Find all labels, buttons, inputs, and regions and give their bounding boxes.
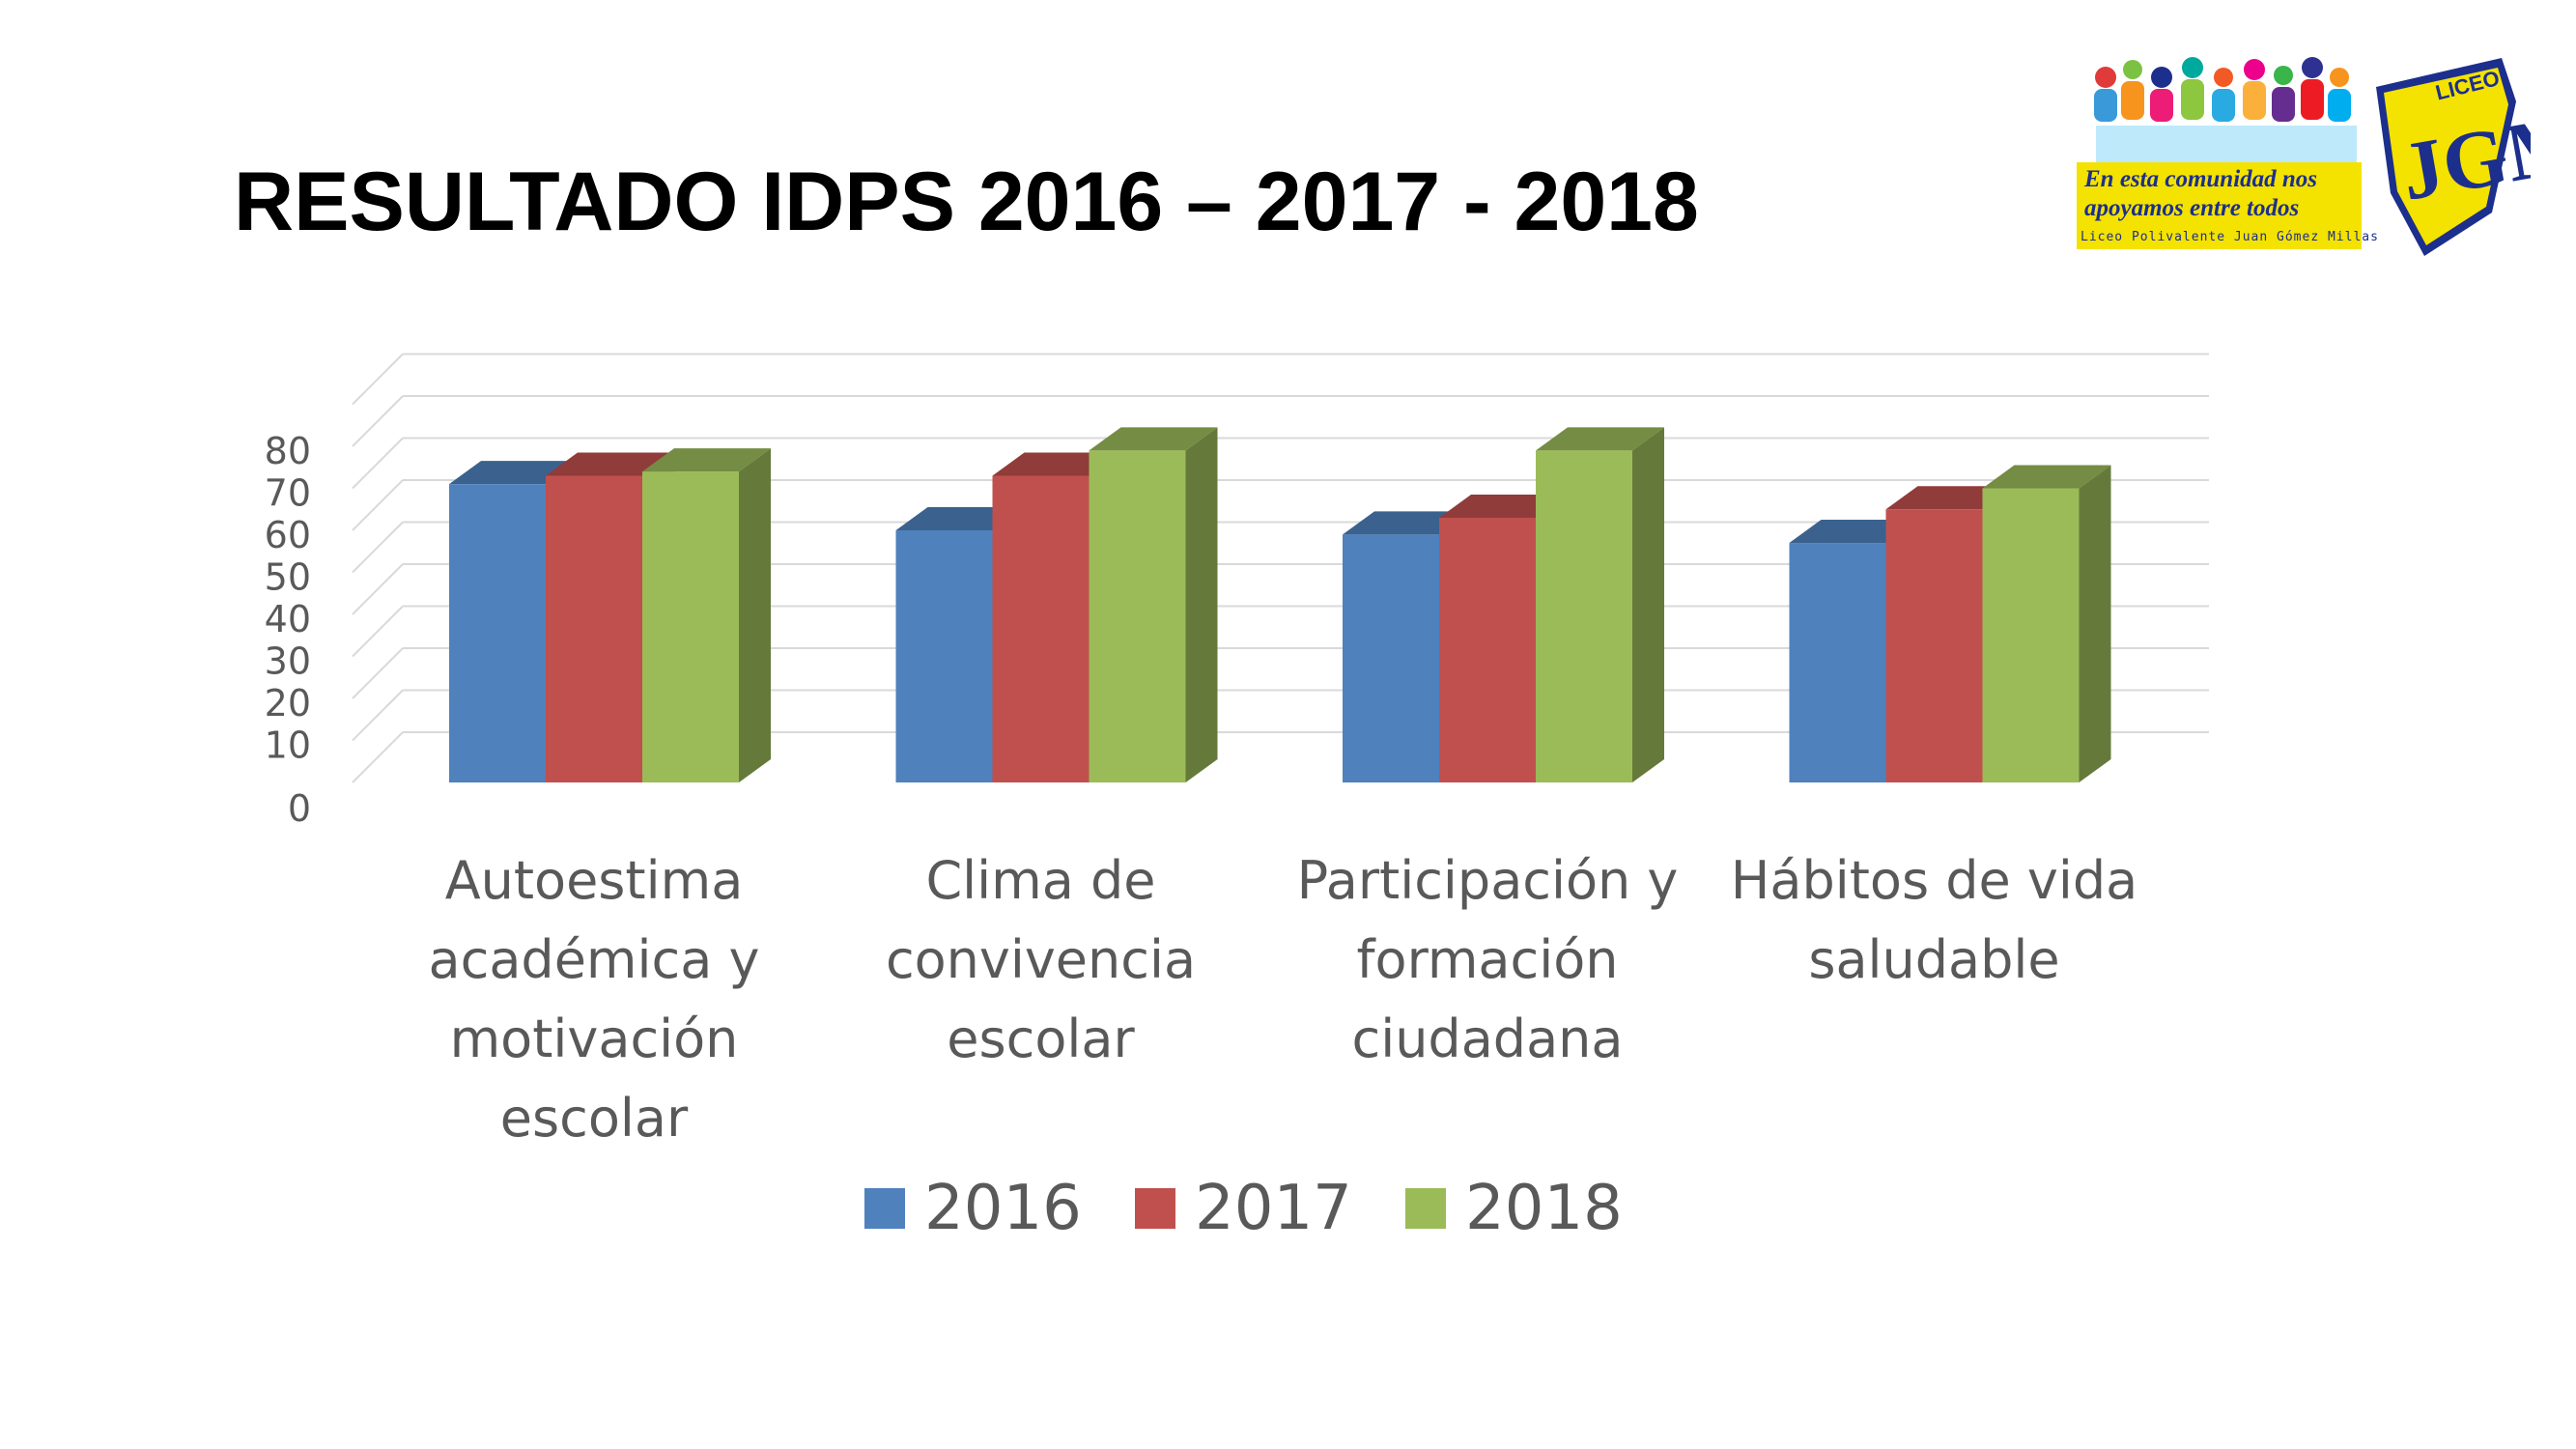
logo-school-name: Liceo Polivalente Juan Gómez Millas [2081,230,2379,244]
bar-side [1185,427,1218,782]
gridline-diag [352,563,404,615]
y-tick-label: 30 [265,640,311,683]
x-category-label: ciudadana [1352,1009,1624,1069]
bar-top [449,461,578,485]
bar [1343,534,1439,782]
x-category-label: académica y [429,929,760,990]
bar [1789,543,1886,782]
bar-top [1885,486,2015,510]
bar [1885,509,1983,782]
x-category-label: Hábitos de vida [1731,850,2137,911]
legend-label: 2016 [924,1173,1082,1244]
bar [1439,517,1536,782]
gridline-diag [352,731,404,783]
bar-top [546,452,674,476]
gridline-diag [352,353,404,406]
x-category-label: saludable [1808,929,2059,990]
legend-swatch [1405,1188,1446,1229]
x-category-label: formación [1357,929,1619,990]
gridline-diag [352,395,404,447]
bar-side [2079,465,2111,782]
gridline-diag [352,689,404,742]
y-tick-label: 50 [265,556,311,599]
gridline-diag [352,479,404,531]
logo-motto-line2: apoyamos entre todos [2084,195,2300,221]
x-category-label: Clima de [925,850,1155,911]
x-category-label: convivencia [886,929,1196,990]
legend-label: 2017 [1195,1173,1352,1244]
y-tick-label: 70 [265,472,311,515]
gridline-diag [352,521,404,574]
legend-swatch [1135,1188,1175,1229]
bar-side [1632,427,1664,782]
bar [449,484,546,782]
x-category-label: escolar [947,1009,1135,1069]
x-category-label: motivación [450,1009,739,1069]
bar-top [1789,520,1918,544]
bar [992,475,1090,782]
legend-label: 2018 [1465,1173,1623,1244]
logo-motto-banner: En esta comunidad nos apoyamos entre tod… [2077,162,2362,249]
bar-top [1536,427,1664,451]
y-tick-label: 0 [288,787,311,830]
bar-top [992,452,1121,476]
bar-top [895,507,1025,530]
bar-top [642,448,771,472]
y-tick-label: 20 [265,682,311,724]
bar [1089,450,1186,782]
bar-top [1343,511,1471,535]
shield-icon: LICEO JGM [2376,58,2576,256]
slide-title: RESULTADO IDPS 2016 – 2017 - 2018 [234,156,1699,248]
x-category-label: escolar [500,1088,689,1149]
bar-top [1439,494,1568,518]
bar-top [1089,427,1218,451]
bar [642,471,739,782]
y-tick-label: 80 [265,430,311,472]
bar [1536,450,1632,782]
bar-top [1982,465,2111,489]
y-tick-label: 40 [265,598,311,640]
y-tick-label: 10 [265,724,311,767]
bar-side [739,448,771,782]
x-category-label: Autoestima [445,850,744,911]
logo-motto-line1: En esta comunidad nos [2084,166,2318,192]
bar [895,530,993,782]
gridline-diag [352,605,404,658]
bar [1982,488,2080,782]
y-tick-label: 60 [265,514,311,556]
x-category-label: Participación y [1297,850,1679,911]
gridline-diag [352,647,404,699]
bar [546,475,642,782]
gridline-diag [352,437,404,490]
legend-swatch [864,1188,905,1229]
